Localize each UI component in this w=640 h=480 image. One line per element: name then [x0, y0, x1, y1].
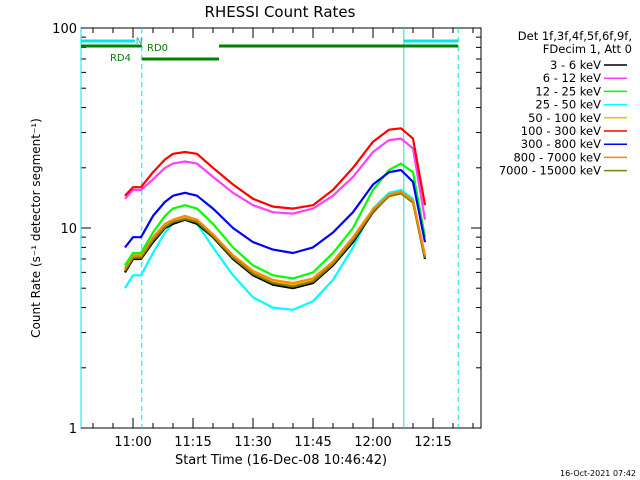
x-tick-label: 12:15	[414, 435, 451, 450]
legend-label: 50 - 100 keV	[528, 111, 601, 125]
x-tick-label: 11:00	[114, 435, 151, 450]
legend-header-line-1: Det 1f,3f,4f,5f,6f,9f,	[517, 29, 632, 43]
legend-header-line-2: FDecim 1, Att 0	[542, 42, 632, 56]
series-line-7000to15000keV	[124, 192, 427, 288]
series-line-800to7000keV	[124, 190, 427, 285]
legend-label: 25 - 50 keV	[535, 98, 601, 112]
series-line-300to800keV	[124, 168, 427, 255]
series-line-6to12keV	[124, 137, 427, 220]
y-axis-label: Count Rate (s⁻¹ detector segment⁻¹)	[29, 118, 43, 338]
annotation-RD4: RD4	[110, 53, 131, 64]
series-line-100to300keV	[124, 127, 427, 210]
x-tick-label: 11:15	[174, 435, 211, 450]
x-tick-label: 11:45	[294, 435, 331, 450]
legend-label: 800 - 7000 keV	[513, 150, 601, 164]
plot-frame	[80, 27, 482, 429]
y-tick-label: 100	[52, 22, 77, 37]
legend-label: 3 - 6 keV	[550, 58, 601, 72]
legend-label: 12 - 25 keV	[535, 84, 601, 98]
x-axis-label: Start Time (16-Dec-08 10:46:42)	[175, 453, 387, 468]
y-tick-label: 1	[69, 422, 77, 437]
x-tick-label: 12:00	[354, 435, 391, 450]
legend-label: 100 - 300 keV	[521, 124, 601, 138]
footer-timestamp: 16-Oct-2021 07:42	[560, 469, 636, 478]
legend-label: 7000 - 15000 keV	[499, 164, 601, 178]
legend-label: 6 - 12 keV	[543, 71, 601, 85]
chart-title: RHESSI Count Rates	[204, 3, 356, 21]
annotation-N: N	[136, 37, 143, 47]
x-tick-label: 11:30	[234, 435, 271, 450]
legend-label: 300 - 800 keV	[521, 137, 601, 151]
y-tick-label: 10	[60, 222, 77, 237]
annotation-RD0: RD0	[147, 43, 168, 54]
